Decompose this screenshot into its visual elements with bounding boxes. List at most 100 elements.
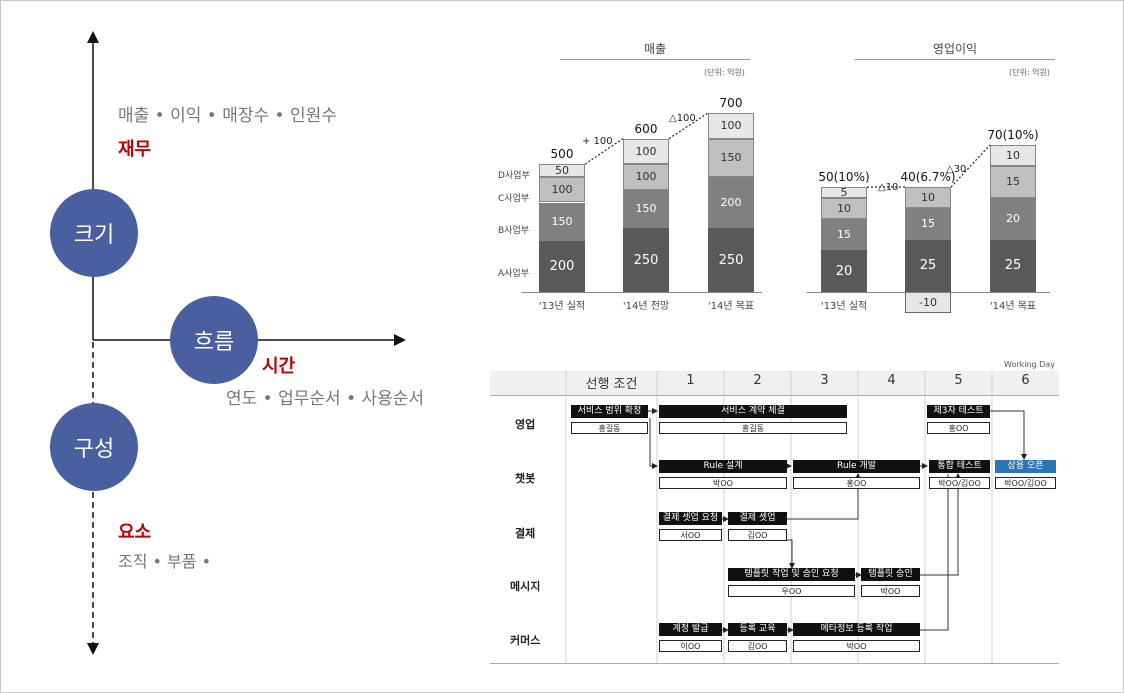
bar-total-label: 40(6.7%) <box>900 170 956 184</box>
row-label: 영업 <box>515 418 536 431</box>
bar-segment: 50 <box>539 164 585 177</box>
bar-segment: 15 <box>821 218 867 250</box>
col-header-day: 6 <box>1021 373 1030 388</box>
legend-c: C사업부 <box>498 194 530 204</box>
flow-label: 시간 <box>262 356 296 377</box>
row-label: 메시지 <box>510 580 541 593</box>
legend-d: D사업부 <box>498 171 530 181</box>
working-day-label: Working Day <box>1004 360 1055 369</box>
task-bar: 결제 셋업 <box>728 512 787 525</box>
task-bar: 메타정보 등록 작업 <box>793 623 920 636</box>
delta-label: △30 <box>946 164 967 175</box>
task-owner: 김OO <box>728 640 787 652</box>
task-bar: 결제 셋업 요청 <box>659 512 722 525</box>
header-rule <box>490 395 1059 396</box>
bar-segment: 25 <box>990 239 1036 292</box>
chart1-baseline <box>522 292 762 293</box>
bar-segment: 10 <box>990 145 1036 166</box>
task-owner: 박OO/김OO <box>929 477 990 489</box>
col-header-day: 2 <box>753 373 762 388</box>
chart2-title-rule <box>855 59 1055 60</box>
bar-segment: 200 <box>539 240 585 292</box>
task-bar: Rule 설계 <box>659 460 787 473</box>
col-header-precondition: 선행 조건 <box>585 377 638 392</box>
task-bar: 계정 발급 <box>659 623 722 636</box>
bar-segment: 100 <box>623 138 669 165</box>
bar-segment: 15 <box>905 208 951 240</box>
bar-segment: -10 <box>905 292 951 313</box>
size-desc: 매출 • 이익 • 매장수 • 인원수 <box>118 106 337 126</box>
bar-total-label: 50(10%) <box>818 170 870 184</box>
bottom-rule <box>490 663 1059 664</box>
bar-segment: 150 <box>623 189 669 229</box>
task-bar: 통합 테스트 <box>929 460 990 473</box>
size-label: 재무 <box>118 139 152 160</box>
chart1-title: 매출 <box>643 42 667 56</box>
task-owner: 김OO <box>728 529 787 541</box>
bar-segment: 20 <box>990 197 1036 240</box>
bar-segment: 250 <box>708 228 754 292</box>
task-owner: 이OO <box>659 640 722 652</box>
task-owner: 서OO <box>659 529 722 541</box>
x-tick-label: '13년 실적 <box>538 301 586 312</box>
task-owner: 박OO <box>793 640 920 652</box>
task-owner: 박OO/김OO <box>995 477 1056 489</box>
x-tick-label: '13년 실적 <box>820 301 868 312</box>
x-tick-label: '14년 목표 <box>707 301 755 312</box>
bar-segment: 10 <box>905 187 951 208</box>
row-label: 챗봇 <box>515 472 536 485</box>
delta-label: △10 <box>878 182 899 193</box>
x-tick-label: '14년 목표 <box>989 301 1037 312</box>
comp-desc: 조직 • 부품 • <box>118 552 212 571</box>
bar-segment: 20 <box>821 250 867 292</box>
bar-total-label: 600 <box>634 121 658 136</box>
chart2-baseline <box>807 292 1050 293</box>
task-bar: 등록 교육 <box>728 623 787 636</box>
task-bar: 제3자 테스트 <box>927 405 990 418</box>
legend-a: A사업부 <box>498 269 529 279</box>
bar-segment: 15 <box>990 166 1036 198</box>
bar-segment: 250 <box>623 228 669 292</box>
bar-segment: 25 <box>905 239 951 292</box>
bar-segment: 150 <box>708 138 754 177</box>
task-bar: 서비스 범위 확정 <box>571 405 648 418</box>
delta-label: + 100 <box>582 136 613 147</box>
col-header-day: 5 <box>954 373 963 388</box>
task-bar: 템플릿 작업 및 승인 요청 <box>728 568 855 581</box>
schedule-header-bg <box>490 371 1059 395</box>
task-bar: Rule 개발 <box>793 460 920 473</box>
task-owner: 홍길동 <box>659 422 847 434</box>
bar-segment: 100 <box>708 113 754 139</box>
connector-line <box>950 144 991 188</box>
bar-total-label: 700 <box>719 96 743 110</box>
chart2-unit: (단위: 억원) <box>1009 68 1050 77</box>
col-header-day: 3 <box>820 373 829 388</box>
bar-segment: 10 <box>821 197 867 219</box>
bar-segment: 150 <box>539 202 585 241</box>
task-owner: 홍OO <box>927 422 990 434</box>
chart1-unit: (단위: 억원) <box>704 68 745 77</box>
bar-segment: 200 <box>708 176 754 229</box>
row-label: 커머스 <box>510 634 541 647</box>
circle-size: 크기 <box>50 189 138 277</box>
legend-b: B사업부 <box>498 226 530 236</box>
circle-composition: 구성 <box>50 403 138 491</box>
chart2-title: 영업이익 <box>932 42 978 56</box>
x-tick-label: '14년 전망 <box>622 301 670 312</box>
chart1-title-rule <box>560 59 750 60</box>
circle-flow: 흐름 <box>170 296 258 384</box>
task-owner: 박OO <box>659 477 787 489</box>
bar-total-label: 500 <box>550 147 574 162</box>
task-bar: 상용 오픈 <box>995 460 1056 473</box>
col-header-day: 1 <box>686 373 695 388</box>
row-label: 결제 <box>515 527 536 540</box>
bar-segment: 100 <box>623 164 669 190</box>
bar-total-label: 70(10%) <box>987 128 1039 142</box>
task-owner: 박OO <box>861 585 920 597</box>
task-bar: 템플릿 승인 <box>861 568 920 581</box>
connector-lines <box>867 144 991 188</box>
comp-label: 요소 <box>118 522 152 543</box>
flow-desc: 연도 • 업무순서 • 사용순서 <box>226 389 425 409</box>
task-owner: 우OO <box>728 585 855 597</box>
